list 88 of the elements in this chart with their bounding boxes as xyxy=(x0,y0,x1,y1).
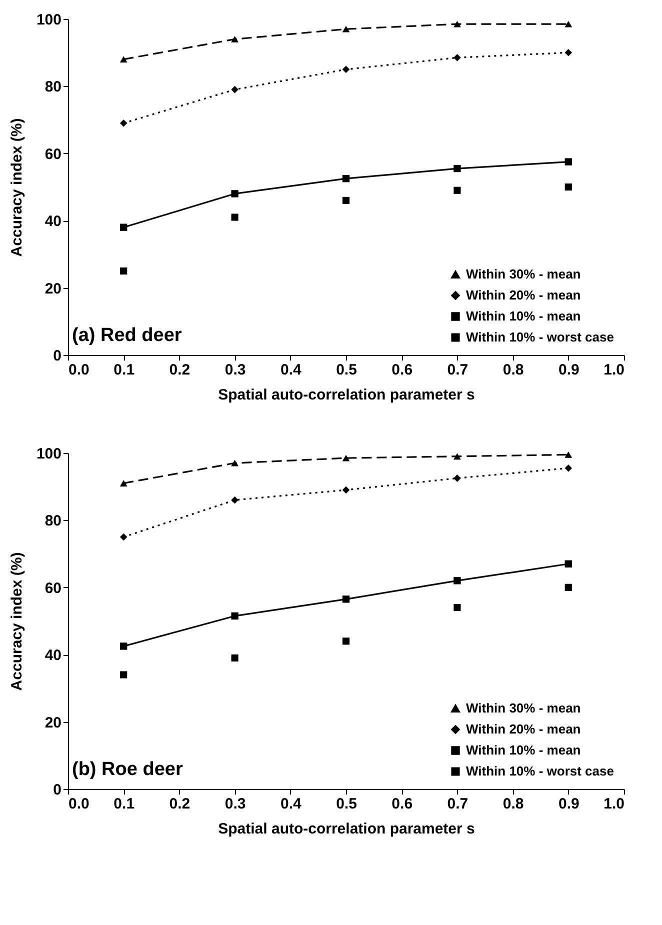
point xyxy=(342,66,350,74)
x-tick-label: 0.6 xyxy=(392,362,413,378)
point xyxy=(120,224,128,231)
legend-label: Within 10% - mean xyxy=(466,308,581,324)
point xyxy=(454,186,461,194)
x-tick-label: 0.3 xyxy=(224,362,246,378)
y-axis-title: Accuracy index (%) xyxy=(8,118,26,257)
point xyxy=(564,584,572,591)
point xyxy=(454,577,461,584)
legend-label: Within 10% - worst case xyxy=(466,764,614,778)
point xyxy=(120,120,128,127)
point xyxy=(342,26,350,32)
point xyxy=(564,48,572,56)
y-tick-label: 20 xyxy=(44,714,62,732)
point xyxy=(231,190,238,198)
legend-label: Within 10% - worst case xyxy=(466,330,614,344)
point xyxy=(231,612,238,620)
y-tick-label: 100 xyxy=(36,446,62,462)
x-tick-label: 0.1 xyxy=(114,362,135,378)
x-tick-label: 0.4 xyxy=(280,362,302,378)
point xyxy=(564,560,572,568)
point xyxy=(342,486,350,494)
x-tick-label: 0.9 xyxy=(558,362,580,378)
point xyxy=(120,56,128,63)
annotation: (a) Red deer xyxy=(72,325,182,346)
point xyxy=(231,214,238,221)
point xyxy=(564,158,572,166)
point xyxy=(564,183,572,191)
x-tick-label: 0.0 xyxy=(68,796,90,812)
point xyxy=(564,20,572,28)
x-tick-label: 0.8 xyxy=(502,796,524,812)
point xyxy=(564,451,572,458)
y-tick-label: 60 xyxy=(44,146,62,163)
point xyxy=(564,464,572,472)
point xyxy=(454,604,461,612)
x-axis-title: Spatial auto-correlation parameter s xyxy=(218,820,475,838)
y-tick-label: 60 xyxy=(44,580,62,597)
point xyxy=(342,638,350,645)
y-axis-title: Accuracy index (%) xyxy=(8,552,26,691)
x-tick-label: 0.7 xyxy=(447,362,468,378)
x-tick-label: 0.9 xyxy=(558,796,580,812)
x-tick-label: 0.2 xyxy=(169,362,190,378)
point xyxy=(231,36,239,42)
y-tick-label: 0 xyxy=(53,782,62,798)
point xyxy=(454,164,461,172)
point xyxy=(342,175,350,182)
point xyxy=(120,480,128,486)
point xyxy=(231,654,238,662)
y-tick-label: 0 xyxy=(53,348,62,364)
point xyxy=(231,86,238,94)
point xyxy=(342,196,350,204)
legend-label: Within 30% - mean xyxy=(466,700,581,716)
point xyxy=(454,474,461,482)
x-tick-label: 0.4 xyxy=(280,796,302,812)
point xyxy=(231,460,239,466)
annotation: (b) Roe deer xyxy=(72,759,184,780)
x-tick-label: 1.0 xyxy=(604,796,624,812)
point xyxy=(120,533,128,541)
point xyxy=(120,267,128,275)
x-tick-label: 0.6 xyxy=(392,796,413,812)
point xyxy=(231,496,238,504)
point xyxy=(342,454,350,462)
point xyxy=(120,671,128,678)
x-tick-label: 0.7 xyxy=(447,796,468,812)
x-tick-label: 0.5 xyxy=(336,362,357,378)
y-tick-label: 20 xyxy=(44,280,62,298)
point xyxy=(453,453,461,460)
legend-label: Within 30% - mean xyxy=(466,266,581,282)
x-tick-label: 0.8 xyxy=(502,362,524,378)
point xyxy=(120,642,128,650)
x-tick-label: 0.3 xyxy=(224,796,246,812)
y-tick-label: 100 xyxy=(36,12,62,28)
y-tick-label: 40 xyxy=(44,647,62,664)
legend-label: Within 20% - mean xyxy=(466,722,581,736)
point xyxy=(453,20,461,28)
point xyxy=(454,54,461,62)
x-tick-label: 1.0 xyxy=(604,362,624,378)
x-axis-title: Spatial auto-correlation parameter s xyxy=(218,386,475,404)
x-tick-label: 0.1 xyxy=(114,796,135,812)
x-tick-label: 0.2 xyxy=(169,796,190,812)
legend-label: Within 10% - mean xyxy=(466,742,581,758)
point xyxy=(342,596,350,603)
legend-label: Within 20% - mean xyxy=(466,288,581,302)
x-tick-label: 0.0 xyxy=(68,362,90,378)
y-tick-label: 40 xyxy=(44,213,62,230)
y-tick-label: 80 xyxy=(44,512,62,530)
y-tick-label: 80 xyxy=(44,78,62,96)
x-tick-label: 0.5 xyxy=(336,796,357,812)
